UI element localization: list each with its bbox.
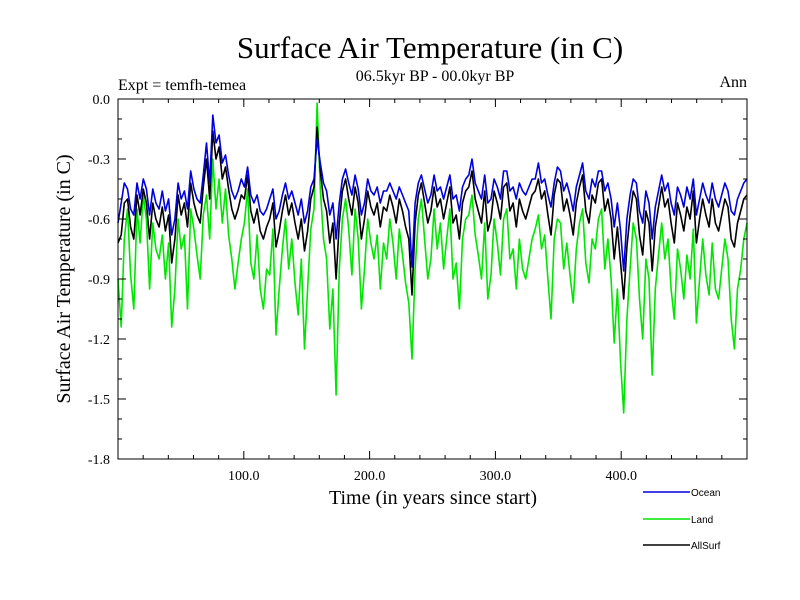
x-axis-label: Time (in years since start) [329, 487, 537, 509]
y-tick-label: -1.5 [88, 393, 110, 408]
legend-label-ocean: Ocean [691, 488, 720, 499]
season-label: Ann [719, 74, 747, 91]
y-tick-label: -0.3 [88, 153, 110, 168]
x-tick-label: 200.0 [354, 469, 386, 484]
series-line-ocean [117, 114, 748, 272]
y-tick-label: -1.8 [88, 453, 110, 468]
axis-ticks-group: 100.0 200.0 300.0 400.0 0.0 -0.3 -0.6 -0.9 -1.2 -… [88, 93, 747, 484]
x-tick-label: 300.0 [480, 469, 512, 484]
y-tick-label: 0.0 [93, 93, 111, 108]
legend-label-land: Land [691, 515, 713, 526]
experiment-label: Expt = temfh-temea [118, 77, 246, 94]
legend: Ocean Land AllSurf [643, 488, 721, 552]
period-label: 06.5kyr BP - 00.0kyr BP [356, 68, 515, 85]
x-tick-label: 400.0 [605, 469, 637, 484]
x-tick-label: 100.0 [228, 469, 260, 484]
legend-label-allsurf: AllSurf [691, 541, 721, 552]
y-tick-label: -1.2 [88, 333, 110, 348]
chart-title: Surface Air Temperature (in C) [237, 30, 623, 65]
plot-series-group [117, 102, 748, 414]
y-axis-label: Surface Air Temperature (in C) [53, 154, 75, 403]
series-line-allsurf [117, 126, 748, 300]
y-tick-label: -0.6 [88, 213, 110, 228]
plot-frame [117, 98, 748, 460]
y-tick-label: -0.9 [88, 273, 110, 288]
series-line-land [117, 102, 748, 414]
